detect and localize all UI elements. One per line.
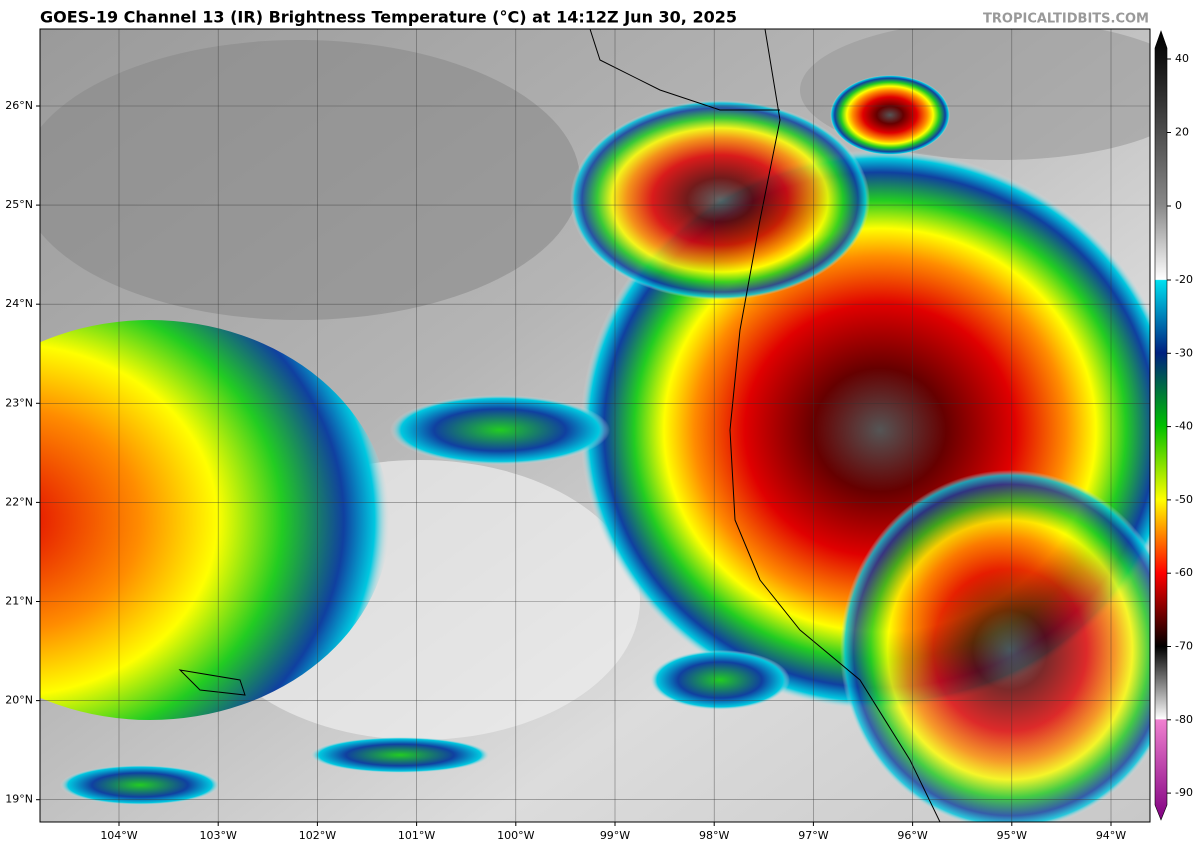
lon-label: 94°W bbox=[1096, 829, 1126, 842]
colorbar-label: -20 bbox=[1175, 273, 1193, 286]
colorbar-label: -50 bbox=[1175, 493, 1193, 506]
colorbar bbox=[1154, 30, 1168, 821]
colorbar-label: -80 bbox=[1175, 713, 1193, 726]
lon-label: 95°W bbox=[997, 829, 1027, 842]
colorbar-label: 20 bbox=[1175, 126, 1189, 139]
lat-label: 21°N bbox=[5, 595, 33, 608]
lon-label: 102°W bbox=[299, 829, 336, 842]
lon-label: 98°W bbox=[699, 829, 729, 842]
colorbar-label: -90 bbox=[1175, 786, 1193, 799]
colorbar-label: -40 bbox=[1175, 420, 1193, 433]
lat-label: 19°N bbox=[5, 793, 33, 806]
lat-label: 20°N bbox=[5, 694, 33, 707]
colorbar-label: 0 bbox=[1175, 199, 1182, 212]
colorbar-label: -30 bbox=[1175, 346, 1193, 359]
lon-label: 101°W bbox=[398, 829, 435, 842]
lat-label: 26°N bbox=[5, 99, 33, 112]
colorbar-label: 40 bbox=[1175, 52, 1189, 65]
lat-label: 23°N bbox=[5, 396, 33, 409]
lat-label: 22°N bbox=[5, 495, 33, 508]
title: GOES-19 Channel 13 (IR) Brightness Tempe… bbox=[40, 8, 737, 27]
lon-label: 97°W bbox=[798, 829, 828, 842]
map-frame bbox=[39, 28, 1151, 823]
colorbar-label: -70 bbox=[1175, 640, 1193, 653]
colorbar-label: -60 bbox=[1175, 566, 1193, 579]
lon-label: 103°W bbox=[200, 829, 237, 842]
colorbar-ticks: 40 20 0 -20 -30 -40 -50 -60 -70 -80 -90 bbox=[1167, 52, 1193, 799]
lon-label: 96°W bbox=[897, 829, 927, 842]
credit: TROPICALTIDBITS.COM bbox=[983, 12, 1149, 27]
satellite-image bbox=[40, 29, 1150, 822]
lon-label: 100°W bbox=[497, 829, 534, 842]
graticule: 104°W 103°W 102°W 101°W 100°W 99°W 98°W 97°W 96°… bbox=[5, 29, 1150, 842]
lat-label: 24°N bbox=[5, 297, 33, 310]
lon-label: 104°W bbox=[100, 829, 137, 842]
lon-label: 99°W bbox=[600, 829, 630, 842]
lat-label: 25°N bbox=[5, 198, 33, 211]
